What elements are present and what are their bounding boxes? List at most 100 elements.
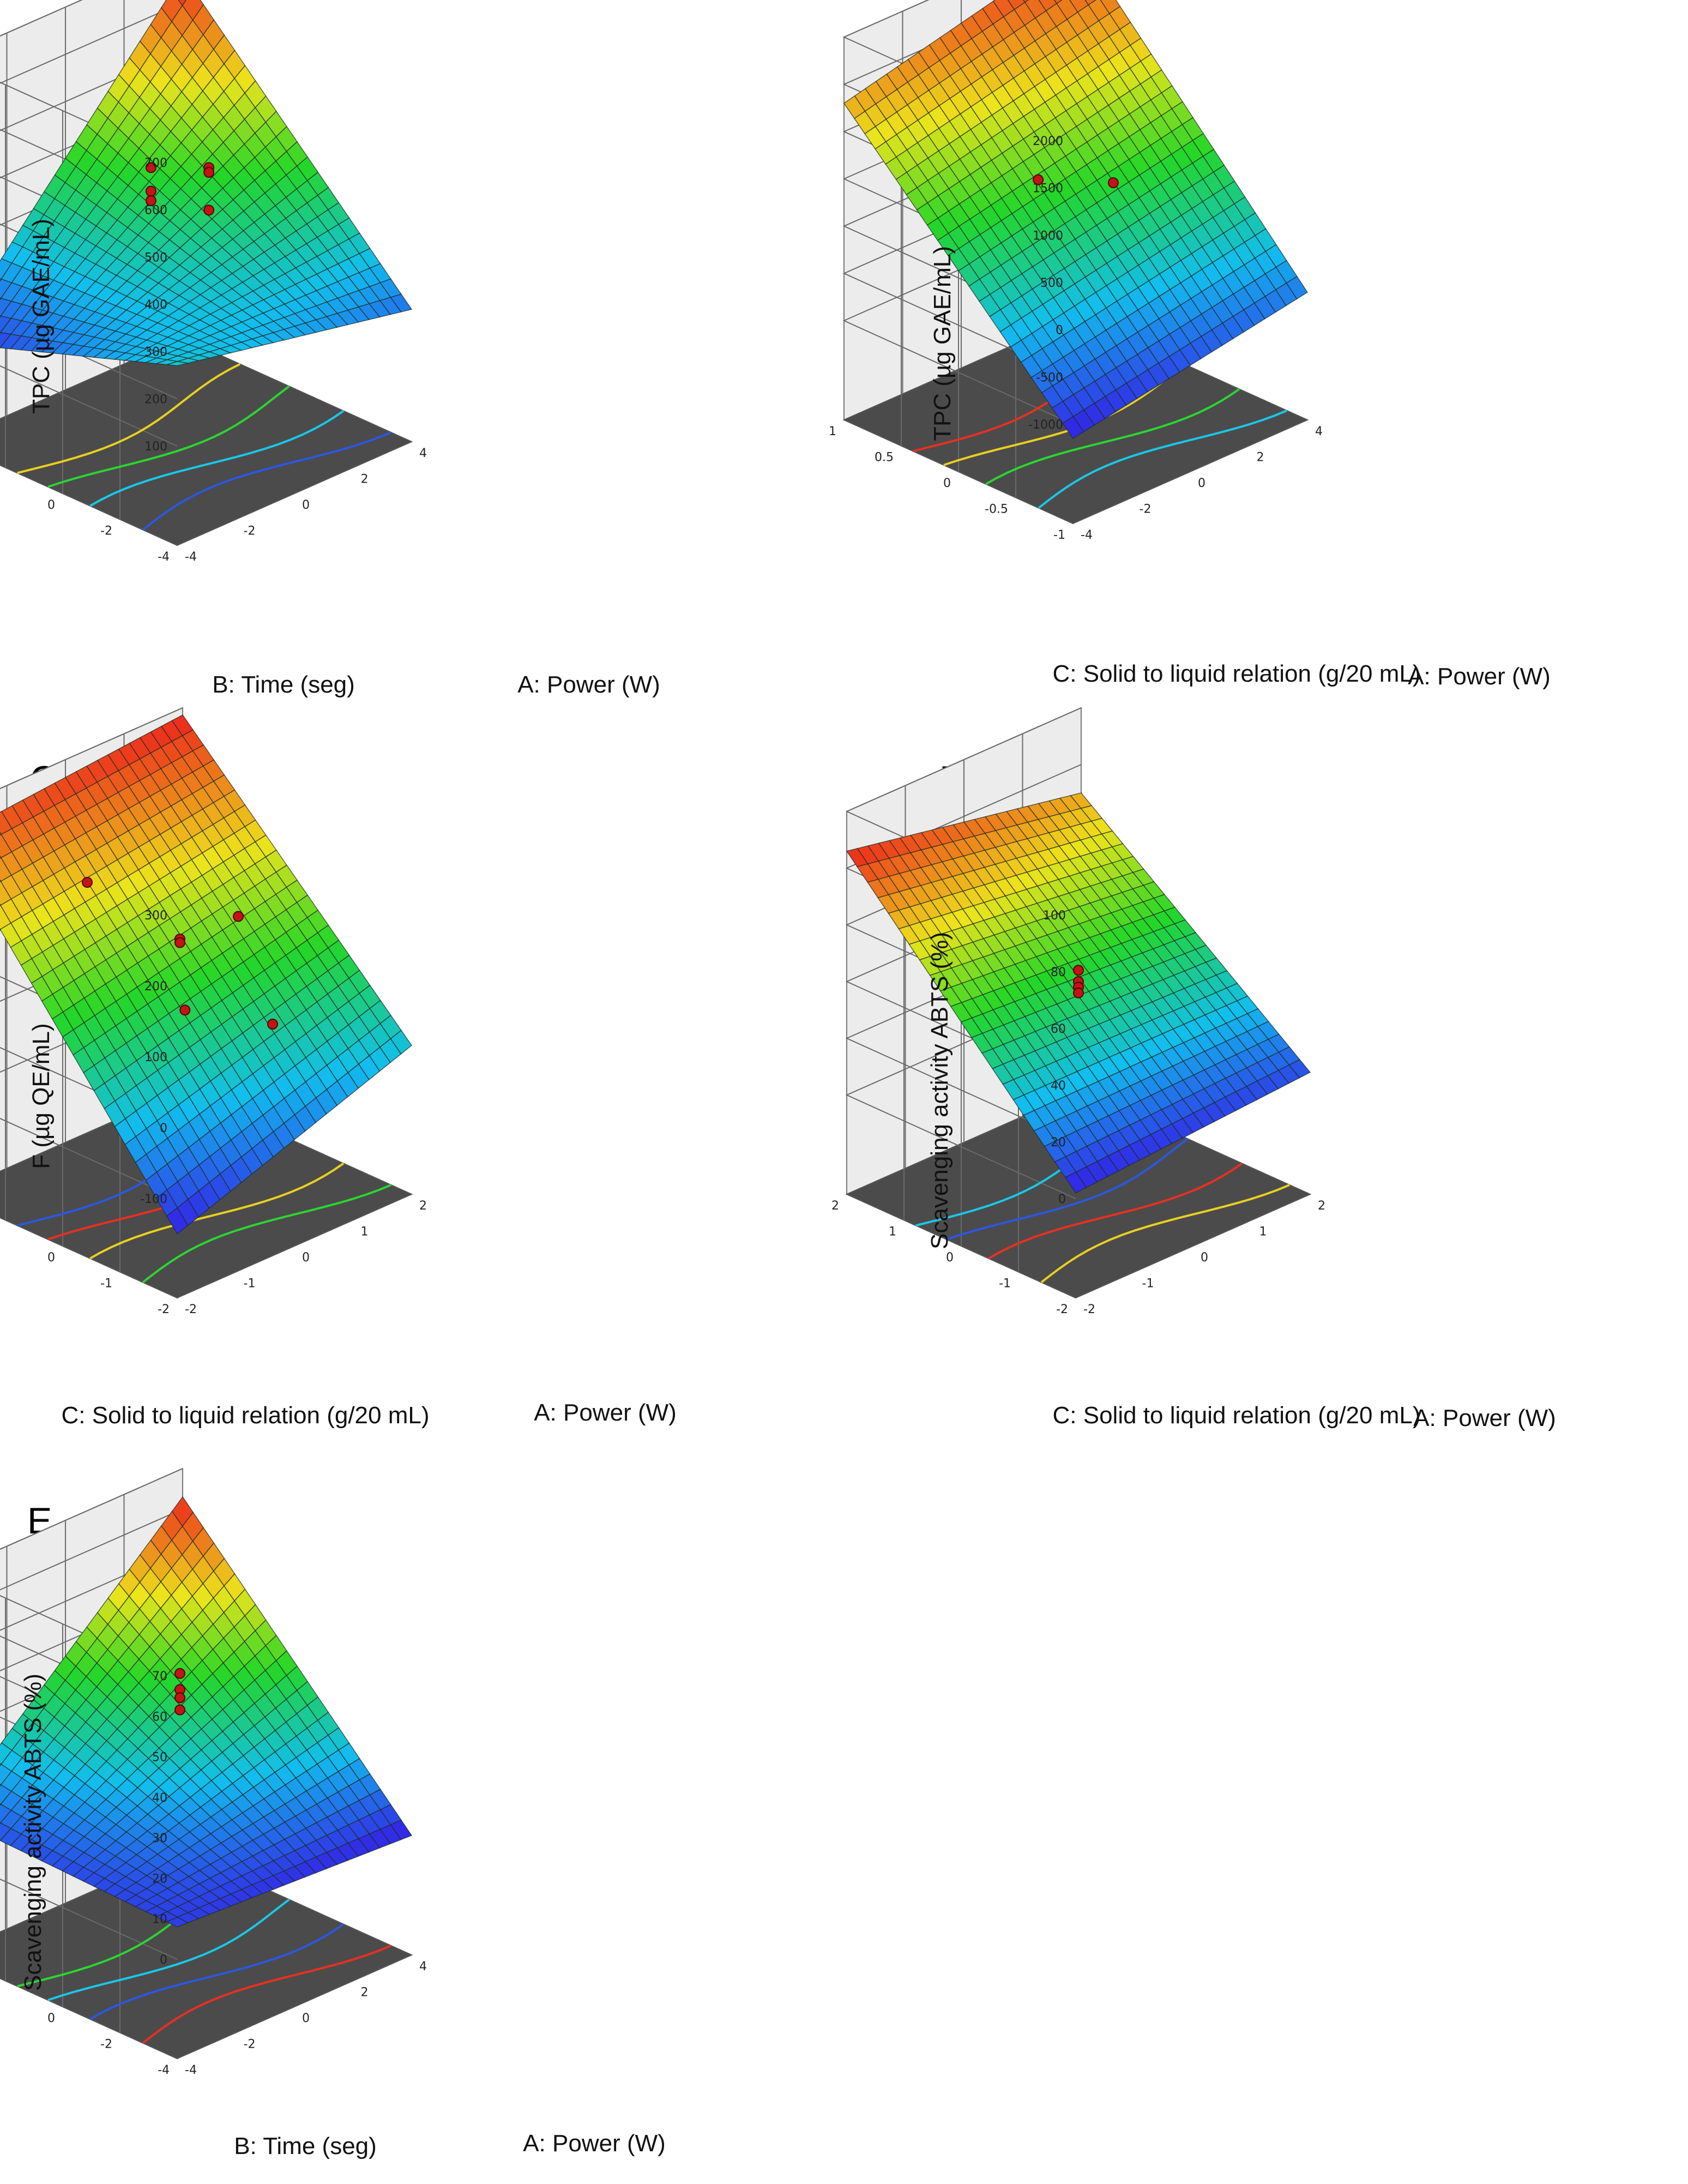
response-surface	[843, 0, 1308, 439]
z-tick-label: 70	[152, 1670, 167, 1683]
z-axis-label: TPC (µg GAE/mL)	[28, 219, 55, 414]
x-tick-label: -2	[185, 1303, 197, 1316]
z-tick-label: 2000	[1033, 135, 1063, 148]
x-tick-label: -2	[244, 2038, 256, 2051]
x-tick-label: -1	[1142, 1277, 1154, 1291]
contour-line	[142, 1184, 391, 1284]
z-tick-label: 0	[1058, 1193, 1066, 1206]
contour-line	[47, 385, 290, 488]
x-tick-label: 2	[361, 473, 369, 486]
z-tick-label: 40	[152, 1791, 167, 1805]
z-tick-label: -1000	[1028, 418, 1063, 432]
z-tick-label: 20	[1051, 1136, 1066, 1150]
x-tick-label: -4	[185, 550, 197, 564]
y-tick-label: -2	[158, 1303, 170, 1316]
x-axis-label: A: Power (W)	[1408, 663, 1551, 690]
x-tick-label: 4	[419, 447, 427, 460]
x-tick-label: 1	[1259, 1225, 1267, 1239]
y-tick-label: -4	[158, 2063, 170, 2077]
design-points	[1033, 174, 1119, 189]
y-tick-label: -1	[999, 1277, 1011, 1291]
z-tick-label: 700	[144, 157, 167, 170]
z-tick-label: 40	[1051, 1079, 1066, 1093]
data-point	[1107, 177, 1119, 189]
y-tick-label: -2	[1056, 1303, 1068, 1316]
surface-cell	[1064, 1171, 1087, 1194]
contour-line	[17, 363, 241, 474]
y-tick-label: -1	[100, 1277, 112, 1291]
z-axis-label: TPC (µg GAE/mL)	[929, 246, 956, 441]
contour-line	[946, 1138, 1189, 1241]
y-tick-label: -4	[158, 550, 170, 564]
data-point	[233, 911, 244, 922]
contour-line	[142, 431, 391, 531]
contour-line	[1040, 1184, 1290, 1284]
x-tick-label: 0	[302, 498, 310, 512]
design-points	[174, 1668, 185, 1716]
z-tick-label: -500	[1036, 371, 1063, 384]
data-point	[1033, 174, 1044, 185]
z-tick-label: 50	[152, 1751, 167, 1765]
contour-line	[988, 1162, 1243, 1260]
z-tick-label: 300	[144, 909, 167, 923]
y-tick-label: 0	[47, 498, 55, 512]
z-tick-label: 200	[144, 980, 167, 994]
data-point	[203, 167, 215, 178]
x-tick-label: 0	[302, 2012, 310, 2025]
y-tick-label: 0	[943, 477, 951, 490]
x-axis-label: A: Power (W)	[523, 2130, 666, 2157]
x-tick-label: -2	[244, 525, 256, 538]
x-axis-label: A: Power (W)	[534, 1399, 677, 1426]
data-point	[179, 1004, 191, 1016]
z-tick-label: 30	[152, 1832, 167, 1845]
y-tick-label: 2	[831, 1199, 839, 1213]
x-tick-label: 2	[419, 1199, 427, 1213]
contour-line	[1038, 410, 1287, 509]
contour-line	[985, 388, 1240, 485]
design-points	[145, 162, 215, 216]
x-tick-label: 4	[419, 1960, 427, 1974]
x-tick-label: -2	[1140, 503, 1152, 516]
z-tick-label: 1500	[1033, 182, 1063, 196]
y-tick-label: 0	[946, 1251, 954, 1265]
z-tick-label: 200	[144, 393, 167, 406]
tick-labels: 0 20 40 60 80 100 -2 -1 0 1 2 -2 -1 0 1 2	[831, 909, 1325, 1316]
y-tick-label: 0.5	[875, 451, 894, 465]
x-tick-label: 2	[361, 1986, 369, 2000]
z-tick-label: -100	[140, 1193, 167, 1206]
y-tick-label: 1	[829, 425, 836, 438]
x-tick-label: 0	[302, 1251, 310, 1265]
contour-line	[89, 1923, 345, 2020]
axis-labels: TPC (µg GAE/mL) B: Time (seg) A: Power (W)	[28, 219, 660, 698]
surface-cell	[166, 1207, 189, 1235]
z-tick-label: 500	[144, 251, 167, 264]
data-point	[174, 937, 185, 948]
z-tick-label: 0	[160, 1953, 167, 1967]
data-point	[203, 204, 215, 216]
x-tick-label: 0	[1201, 1251, 1208, 1265]
y-axis-label: C: Solid to liquid relation (g/20 mL)	[62, 1402, 430, 1429]
z-tick-label: 100	[144, 440, 167, 454]
y-tick-label: 0	[47, 1251, 55, 1265]
z-tick-label: 300	[144, 346, 167, 359]
x-tick-label: -2	[1083, 1303, 1095, 1316]
z-tick-label: 400	[144, 298, 167, 312]
z-tick-label: 80	[1051, 966, 1066, 979]
data-point	[174, 1668, 185, 1679]
contour-line	[89, 1162, 345, 1260]
y-axis-label: C: Solid to liquid relation (g/20 mL)	[1053, 1402, 1421, 1429]
x-tick-label: 2	[1257, 451, 1264, 465]
z-tick-label: 100	[144, 1051, 167, 1064]
data-point	[174, 1692, 185, 1704]
y-axis-label: B: Time (seg)	[234, 2133, 377, 2159]
z-tick-label: 20	[152, 1872, 167, 1886]
design-points	[1073, 965, 1084, 998]
data-point	[267, 1019, 278, 1030]
